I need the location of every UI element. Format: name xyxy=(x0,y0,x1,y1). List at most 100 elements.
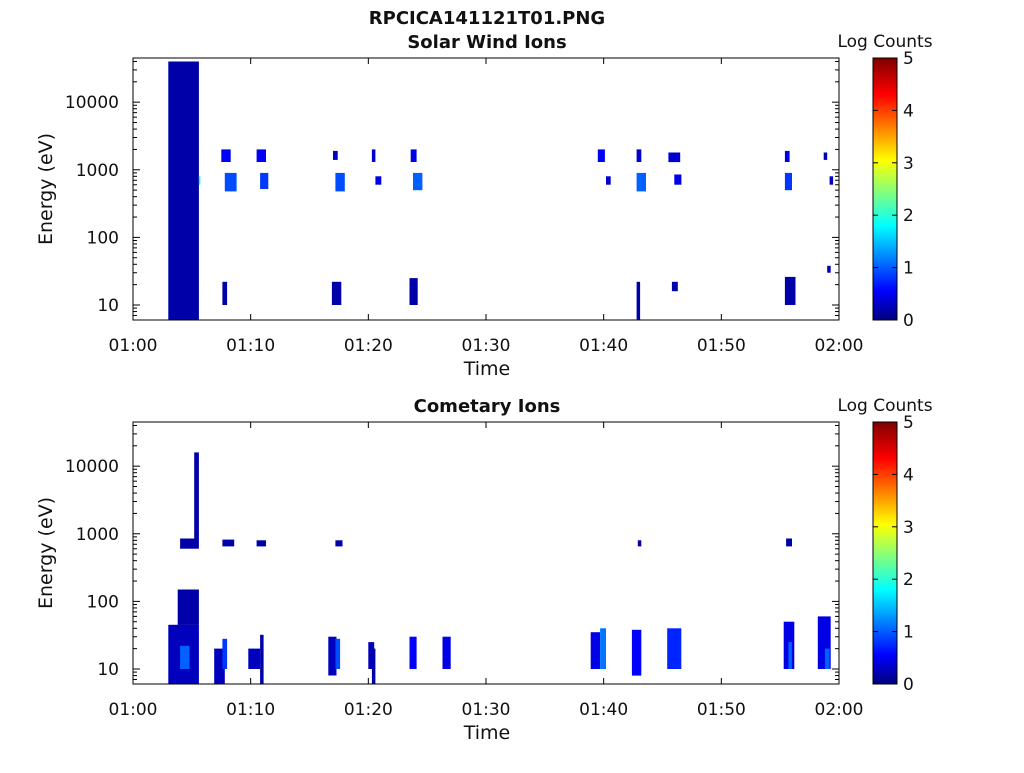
colorbar-gradient-solar-wind xyxy=(872,57,898,321)
heatmap-cell xyxy=(371,149,376,162)
x-tick-label: 01:00 xyxy=(109,336,158,356)
panel-title-solar-wind: Solar Wind Ions xyxy=(407,32,566,53)
heatmap-cell xyxy=(331,281,342,305)
y-tick-label: 10000 xyxy=(65,93,119,113)
colorbar-tick-label: 5 xyxy=(903,413,914,433)
heatmap-cell xyxy=(335,172,345,192)
y-ticks-solar-wind: 10 100 1000 10000 xyxy=(65,60,839,321)
x-tick-label: 01:50 xyxy=(697,336,746,356)
colorbar-tick-label: 3 xyxy=(903,518,914,538)
colorbar-ticks-solar-wind: 0 1 2 3 4 5 xyxy=(873,49,914,331)
panel-cometary: Cometary Ions 01:00 01:10 01:20 01:30 01:40 0… xyxy=(35,396,933,744)
heatmap-cell xyxy=(335,638,341,669)
heatmap-cell xyxy=(260,172,269,189)
heatmap-cell xyxy=(222,638,228,669)
heatmap-cell xyxy=(248,648,261,669)
heatmap-cell xyxy=(600,628,606,669)
heatmap-cell xyxy=(606,176,611,185)
heatmap-cell xyxy=(667,628,682,669)
x-tick-label: 01:20 xyxy=(344,700,393,720)
colorbar-ticks-cometary: 0 1 2 3 4 5 xyxy=(873,413,914,695)
colorbar-tick-label: 1 xyxy=(903,623,914,643)
y-tick-label: 10 xyxy=(97,660,119,680)
heatmap-cell xyxy=(631,629,642,676)
x-tick-label: 01:30 xyxy=(462,336,511,356)
x-tick-label: 01:10 xyxy=(226,336,275,356)
heatmap-cell xyxy=(222,281,228,305)
heatmap-cell xyxy=(409,636,417,669)
plot-frame-cometary xyxy=(132,421,840,685)
heatmap-cell xyxy=(224,172,237,192)
y-ticks-cometary: 10 100 1000 10000 xyxy=(65,424,839,685)
y-tick-label: 10 xyxy=(97,296,119,316)
x-tick-label: 01:20 xyxy=(344,336,393,356)
heatmap-cell xyxy=(636,172,646,192)
heatmap-cell xyxy=(371,648,376,684)
heatmap-cell xyxy=(260,634,264,684)
colorbar-tick-label: 1 xyxy=(903,259,914,279)
heatmap-cell xyxy=(333,150,338,160)
heatmap-cell xyxy=(168,61,199,320)
panel-title-cometary: Cometary Ions xyxy=(414,396,561,417)
heatmap-cell xyxy=(180,645,190,669)
colorbar-solar-wind: Log Counts 0 1 2 3 4 5 xyxy=(837,32,932,331)
colorbar-tick-label: 2 xyxy=(903,206,914,226)
colorbar-tick-label: 0 xyxy=(903,311,914,331)
colorbar-cometary: Log Counts 0 1 2 3 4 5 xyxy=(837,396,932,695)
heatmap-cell xyxy=(788,642,792,669)
heatmap-cell xyxy=(180,538,199,549)
heatmap-cell xyxy=(636,281,641,320)
x-tick-label: 01:30 xyxy=(462,700,511,720)
heatmap-cell xyxy=(413,172,423,191)
heatmap-cell xyxy=(328,636,337,676)
heatmap-cell xyxy=(375,176,382,185)
x-tick-label: 01:40 xyxy=(579,700,628,720)
heatmap-cell xyxy=(784,276,796,305)
x-axis-label-solar-wind: Time xyxy=(463,358,511,380)
heatmap-cell xyxy=(668,152,681,163)
heatmap-cell xyxy=(786,538,792,547)
colorbar-gradient-cometary xyxy=(872,421,898,685)
heatmap-cell xyxy=(409,278,418,305)
x-tick-label: 01:00 xyxy=(109,700,158,720)
colorbar-tick-label: 0 xyxy=(903,675,914,695)
colorbar-tick-label: 4 xyxy=(903,101,914,121)
y-axis-label-cometary: Energy (eV) xyxy=(35,497,57,609)
y-axis-label-solar-wind: Energy (eV) xyxy=(35,133,57,245)
heatmap-cell xyxy=(256,149,266,162)
heatmap-cells-solar-wind xyxy=(168,61,834,320)
colorbar-label-cometary: Log Counts xyxy=(837,396,932,416)
heatmap-cell xyxy=(335,540,343,547)
heatmap-cell xyxy=(256,540,266,547)
colorbar-tick-label: 4 xyxy=(903,465,914,485)
heatmap-cells-cometary xyxy=(168,452,831,684)
heatmap-cell xyxy=(590,632,601,669)
heatmap-cell xyxy=(829,176,834,185)
x-tick-label: 01:10 xyxy=(226,700,275,720)
figure-title: RPCICA141121T01.PNG xyxy=(369,8,605,29)
heatmap-cell xyxy=(636,149,642,162)
heatmap-cell xyxy=(177,589,199,625)
heatmap-cell xyxy=(671,281,678,292)
x-tick-label: 02:00 xyxy=(815,700,864,720)
y-tick-label: 10000 xyxy=(65,457,119,477)
plot-frame-solar-wind xyxy=(132,57,840,321)
colorbar-label-solar-wind: Log Counts xyxy=(837,32,932,52)
x-tick-label: 01:50 xyxy=(697,700,746,720)
x-tick-label: 02:00 xyxy=(815,336,864,356)
heatmap-cell xyxy=(637,540,642,547)
heatmap-cell xyxy=(194,452,199,539)
heatmap-cell xyxy=(221,149,231,162)
heatmap-cell xyxy=(824,648,830,669)
heatmap-cell xyxy=(784,150,790,162)
y-tick-label: 100 xyxy=(87,228,119,248)
y-tick-label: 1000 xyxy=(76,161,119,181)
x-tick-label: 01:40 xyxy=(579,336,628,356)
heatmap-cell xyxy=(827,265,831,273)
heatmap-cell xyxy=(198,176,201,185)
heatmap-cell xyxy=(410,149,417,162)
heatmap-cell xyxy=(222,539,235,547)
y-tick-label: 100 xyxy=(87,592,119,612)
heatmap-cell xyxy=(597,149,605,162)
